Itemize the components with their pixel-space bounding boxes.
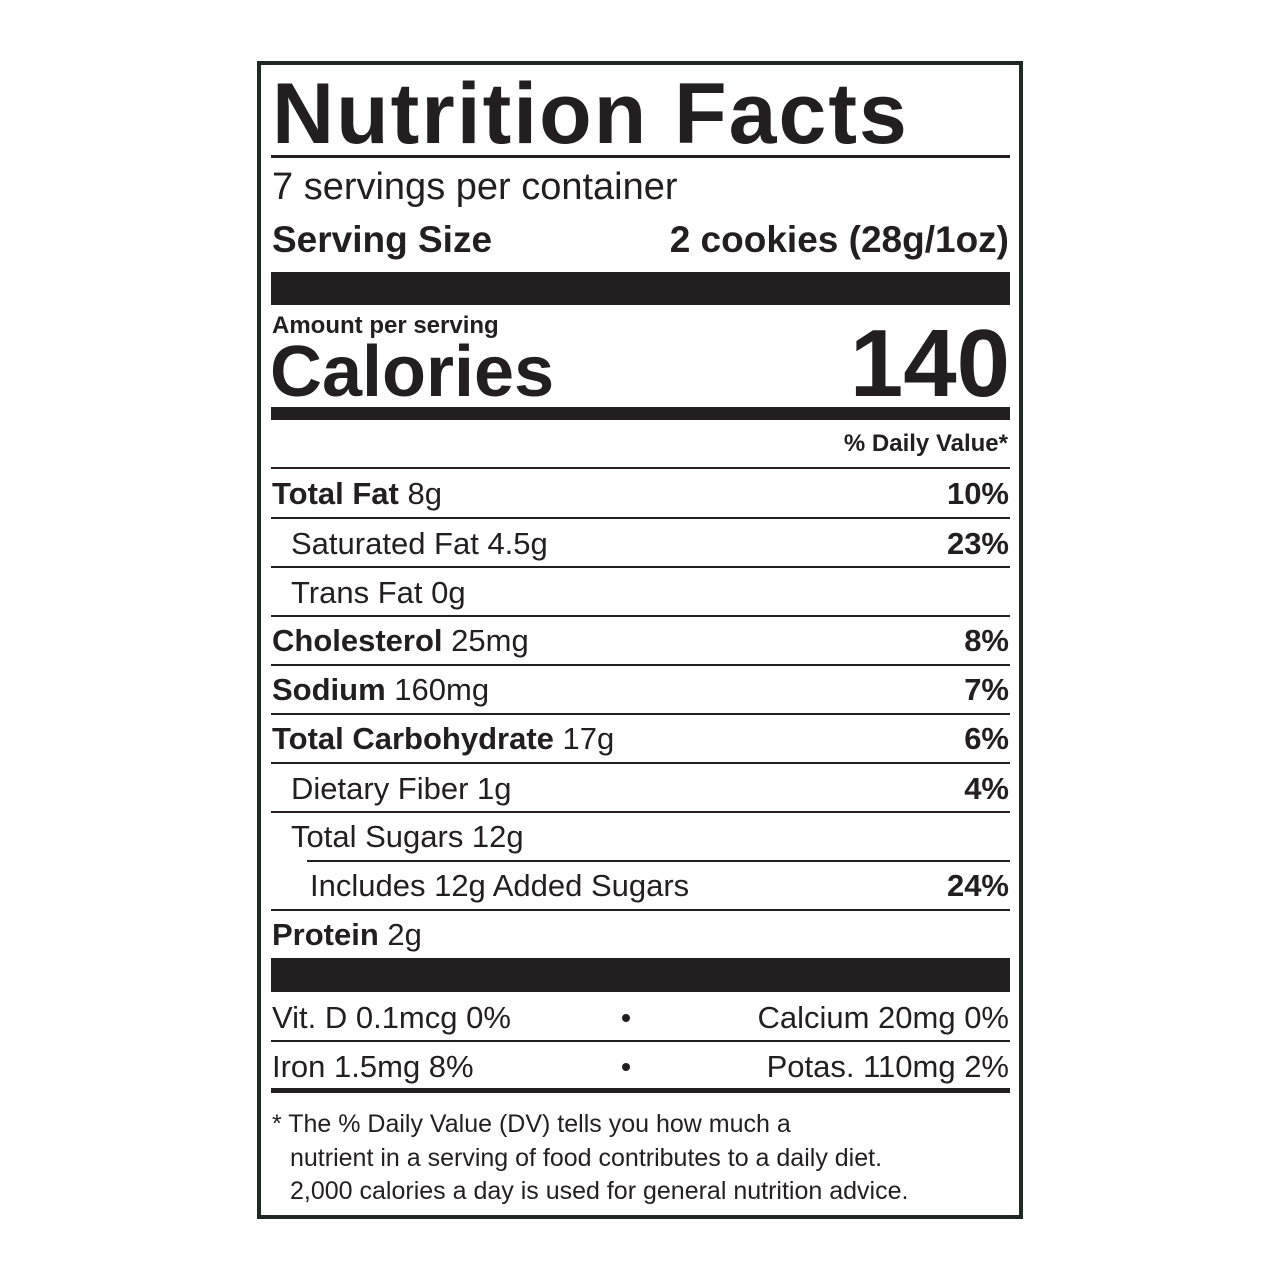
rule — [271, 909, 1010, 911]
nutrient-row: Protein 2g — [272, 911, 1009, 959]
nutrient-dv: 8% — [964, 623, 1009, 658]
title: Nutrition Facts — [272, 66, 909, 162]
label-border — [257, 61, 1023, 1219]
thick-bar — [271, 272, 1010, 305]
rule — [271, 762, 1010, 764]
footnote-line: nutrient in a serving of food contribute… — [290, 1144, 883, 1172]
rule — [271, 155, 1010, 158]
nutrient-row: Cholesterol 25mg 8% — [272, 617, 1009, 665]
nutrient-row: Includes 12g Added Sugars 24% — [272, 862, 1009, 910]
nutrient-name: Total Sugars 12g — [291, 819, 524, 854]
rule — [307, 860, 1010, 862]
nutrient-amount: 2g — [387, 917, 422, 952]
rule — [271, 517, 1010, 519]
nutrient-dv: 23% — [946, 526, 1009, 561]
rule — [271, 811, 1010, 813]
medium-bar — [271, 407, 1010, 420]
daily-value-header: % Daily Value* — [843, 430, 1008, 457]
nutrient-name: Dietary Fiber 1g — [291, 771, 512, 806]
nutrient-dv: 6% — [964, 721, 1009, 756]
rule — [271, 615, 1010, 617]
vitamin: Calcium 20mg 0% — [757, 1000, 1009, 1035]
footnote-line: 2,000 calories a day is used for general… — [290, 1177, 909, 1205]
calories-value: 140 — [849, 310, 1010, 417]
nutrient-name: Sodium — [272, 672, 386, 707]
rule — [271, 664, 1010, 666]
nutrient-name: Saturated Fat 4.5g — [291, 526, 548, 561]
rule — [271, 1040, 1010, 1042]
footnote-line: * The % Daily Value (DV) tells you how m… — [272, 1110, 791, 1138]
nutrient-dv: 24% — [946, 868, 1009, 903]
nutrient-name: Protein — [272, 917, 379, 952]
serving-size-value: 2 cookies (28g/1oz) — [669, 219, 1009, 260]
nutrient-dv: 4% — [964, 771, 1009, 806]
nutrient-dv: 10% — [946, 476, 1009, 511]
vitamin: Potas. 110mg 2% — [766, 1049, 1009, 1084]
rule — [271, 467, 1010, 469]
bullet — [622, 1063, 630, 1071]
thick-bar — [271, 958, 1010, 992]
serving-size-label: Serving Size — [272, 219, 493, 260]
vitamin: Iron 1.5mg 8% — [272, 1049, 474, 1084]
nutrient-name: Total Fat — [272, 476, 399, 511]
nutrient-name: Includes 12g Added Sugars — [310, 868, 690, 903]
serving-size-row: Serving Size 2 cookies (28g/1oz) — [272, 216, 1009, 264]
nutrient-name: Cholesterol — [272, 623, 443, 658]
nutrient-row: Total Sugars 12g — [272, 813, 1009, 861]
nutrient-row: Total Carbohydrate 17g 6% — [272, 715, 1009, 763]
nutrient-amount: 8g — [407, 476, 442, 511]
vitamin-row: Vit. D 0.1mcg 0% Calcium 20mg 0% — [272, 994, 1009, 1042]
nutrient-row: Dietary Fiber 1g 4% — [272, 765, 1009, 813]
nutrient-amount: 160mg — [394, 672, 490, 707]
vitamin-row: Iron 1.5mg 8% Potas. 110mg 2% — [272, 1043, 1009, 1091]
nutrient-amount: 17g — [562, 721, 615, 756]
nutrient-dv: 7% — [964, 672, 1009, 707]
nutrient-row: Sodium 160mg 7% — [272, 666, 1009, 714]
rule — [271, 566, 1010, 568]
bullet — [622, 1014, 630, 1022]
rule — [271, 1088, 1010, 1093]
nutrient-row: Saturated Fat 4.5g 23% — [272, 520, 1009, 568]
nutrient-name: Trans Fat 0g — [291, 575, 466, 610]
nutrient-row: Trans Fat 0g — [272, 569, 1009, 617]
nutrient-amount: 25mg — [451, 623, 529, 658]
vitamin: Vit. D 0.1mcg 0% — [272, 1000, 511, 1035]
nutrient-row: Total Fat 8g 10% — [272, 470, 1009, 518]
calories-label: Calories — [270, 332, 555, 412]
nutrient-name: Total Carbohydrate — [272, 721, 554, 756]
rule — [271, 713, 1010, 715]
servings: 7 servings per container — [272, 166, 678, 208]
amount-per-serving: Amount per serving — [272, 312, 499, 339]
